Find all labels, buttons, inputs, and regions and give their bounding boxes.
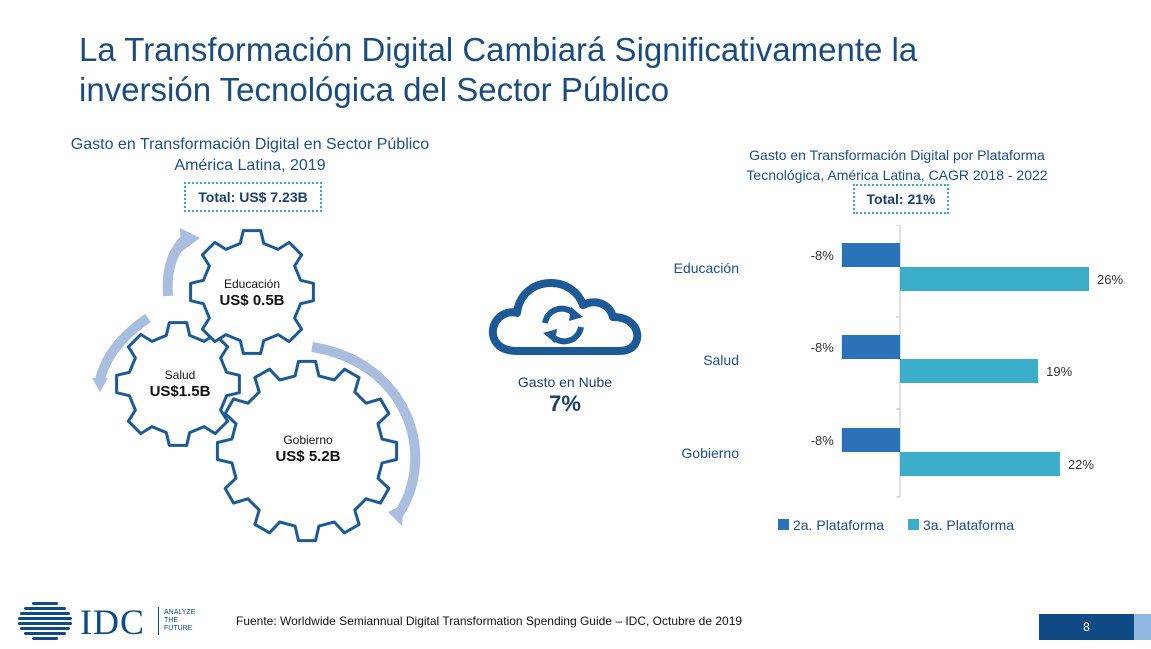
- gear-educacion-name: Educación: [223, 277, 281, 291]
- idc-globe-icon: [18, 602, 72, 640]
- arrow-heads: [92, 228, 404, 526]
- bar-tercera-plataforma: [900, 452, 1060, 476]
- slide-title-line1: La Transformación Digital Cambiará Signi…: [79, 31, 918, 68]
- idc-logo-divider: [158, 607, 159, 635]
- bar-value-label: -8%: [811, 248, 835, 263]
- chart-title: Gasto en Transformación Digital por Plat…: [700, 145, 1094, 185]
- bar-value-label: 19%: [1046, 364, 1072, 379]
- gears-diagram: [92, 228, 421, 543]
- gear-salud-name: Salud: [164, 368, 196, 382]
- bar-value-label: -8%: [811, 433, 835, 448]
- idc-tagline-3: FUTURE: [164, 625, 193, 632]
- left-panel-title-line2: América Latina, 2019: [174, 157, 326, 174]
- chart-total-badge: Total: 21%: [853, 184, 949, 214]
- cloud-spend-label: Gasto en Nube: [517, 374, 613, 390]
- bar-value-label: 22%: [1068, 457, 1094, 472]
- idc-tagline: ANALYZE THE FUTURE: [164, 609, 195, 633]
- gear-educacion: [189, 229, 315, 355]
- legend-label: 2a. Plataforma: [793, 517, 884, 533]
- legend-swatch: [778, 519, 789, 530]
- gear-group: [115, 229, 399, 543]
- chart-title-line2: Tecnológica, América Latina, CAGR 2018 -…: [746, 167, 1048, 183]
- legend-swatch: [908, 519, 919, 530]
- arrow-arc-right: [311, 342, 421, 518]
- platform-bar-chart: Educación -8% 26% Salud -8% 19% Gobierno -8% 22%…: [674, 225, 1123, 533]
- idc-tagline-1: ANALYZE: [164, 609, 196, 616]
- gear-gobierno-value: US$ 5.2B: [275, 448, 341, 465]
- page-number-accent: [1134, 614, 1151, 640]
- bar-segunda-plataforma: [841, 243, 900, 267]
- gear-label-educacion: Educación US$ 0.5B: [202, 277, 302, 310]
- left-total-badge: Total: US$ 7.23B: [184, 182, 322, 212]
- left-panel-title: Gasto en Transformación Digital en Secto…: [40, 134, 460, 176]
- bar-value-label: 26%: [1097, 272, 1123, 287]
- bar-tercera-plataforma: [900, 359, 1039, 383]
- arrow-head-left: [92, 378, 108, 392]
- gear-gobierno: [215, 359, 399, 543]
- gear-salud-value: US$1.5B: [149, 383, 211, 400]
- chart-legend: 2a. Plataforma 3a. Plataforma: [778, 517, 1014, 533]
- gear-label-gobierno: Gobierno US$ 5.2B: [258, 433, 358, 466]
- source-note: Fuente: Worldwide Semiannual Digital Tra…: [236, 614, 743, 628]
- gear-label-salud: Salud US$1.5B: [130, 368, 230, 401]
- bar-segunda-plataforma: [841, 335, 900, 359]
- bar-segunda-plataforma: [841, 428, 900, 452]
- gear-educacion-value: US$ 0.5B: [219, 292, 285, 309]
- left-panel-title-line1: Gasto en Transformación Digital en Secto…: [70, 136, 430, 153]
- page-number: 8: [1039, 614, 1134, 640]
- idc-tagline-2: THE: [164, 617, 178, 624]
- idc-logo-text: IDC: [80, 602, 145, 642]
- gear-gobierno-name: Gobierno: [283, 433, 333, 447]
- category-label: Salud: [703, 352, 739, 368]
- bar-tercera-plataforma: [900, 267, 1089, 291]
- category-label: Educación: [674, 260, 739, 276]
- bar-value-label: -8%: [811, 340, 835, 355]
- cloud-spend: Gasto en Nube 7%: [495, 373, 635, 417]
- arrow-head-right: [388, 504, 404, 526]
- chart-title-line1: Gasto en Transformación Digital por Plat…: [749, 147, 1045, 163]
- legend-label: 3a. Plataforma: [923, 517, 1014, 533]
- slide-title-line2: inversión Tecnológica del Sector Público: [79, 71, 670, 108]
- arrow-arc-left: [95, 313, 151, 382]
- category-label: Gobierno: [681, 445, 739, 461]
- chart-bars: Educación -8% 26% Salud -8% 19% Gobierno -8% 22%: [674, 225, 1123, 498]
- cloud-spend-value: 7%: [549, 391, 581, 416]
- cloud-sync-icon: [488, 279, 642, 355]
- arrow-head-top: [180, 228, 200, 252]
- slide-title: La Transformación Digital Cambiará Signi…: [79, 30, 1079, 110]
